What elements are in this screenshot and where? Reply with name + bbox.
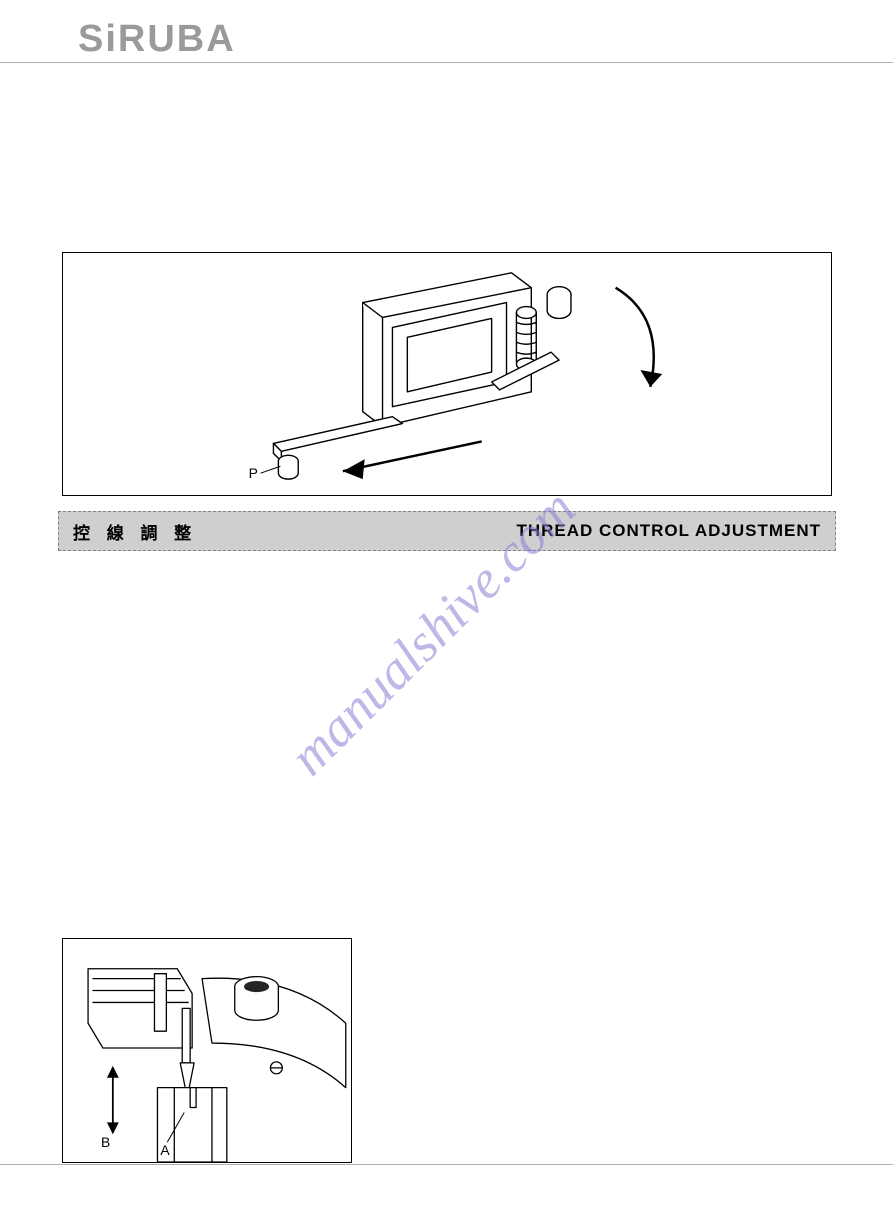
top-horizontal-rule [0, 62, 893, 63]
figure-thread-mechanism: P [62, 252, 832, 496]
brand-logo: SiRUBA [78, 18, 236, 61]
figure2-label-a: A [160, 1142, 170, 1158]
section-header-en: THREAD CONTROL ADJUSTMENT [516, 521, 821, 541]
figure-2-svg: B A [63, 939, 351, 1162]
figure-needle-area: B A [62, 938, 352, 1163]
figure2-label-b: B [101, 1134, 110, 1150]
figure-1-svg: P [63, 253, 831, 495]
figure1-label-p: P [249, 465, 258, 481]
section-header: 控 線 調 整 THREAD CONTROL ADJUSTMENT [58, 511, 836, 551]
section-header-zh: 控 線 調 整 [73, 519, 197, 544]
bottom-horizontal-rule [0, 1164, 893, 1165]
